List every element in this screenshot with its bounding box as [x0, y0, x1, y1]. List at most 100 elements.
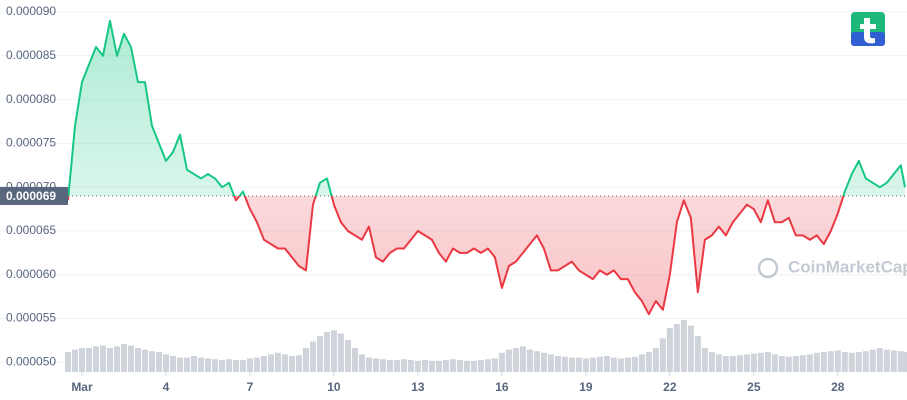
volume-bar [792, 356, 799, 372]
volume-bar [400, 359, 407, 372]
volume-bar [386, 360, 393, 372]
volume-bar [902, 352, 907, 372]
volume-bar [365, 357, 372, 372]
volume-bar [841, 352, 848, 372]
area-up [68, 20, 905, 196]
volume-bar [351, 348, 358, 372]
volume-bar [267, 354, 274, 372]
volume-bar [113, 346, 120, 372]
volume-bar [407, 360, 414, 372]
x-tick-label: Mar [71, 380, 93, 394]
volume-bar [498, 352, 505, 372]
volume-bar [715, 354, 722, 372]
price-line-up [67, 19, 906, 196]
volume-bar [225, 359, 232, 372]
volume-bar [680, 320, 687, 372]
x-tick-label: 7 [247, 380, 254, 394]
volume-bar [442, 360, 449, 372]
volume-bar [547, 354, 554, 372]
y-tick-label: 0.000075 [6, 136, 56, 150]
volume-bar [316, 336, 323, 372]
x-tick-label: 25 [747, 380, 761, 394]
volume-bar [694, 336, 701, 372]
volume-bar [246, 358, 253, 372]
volume-bar [673, 324, 680, 372]
volume-bar [281, 354, 288, 372]
volume-bar [554, 356, 561, 372]
volume-bar [589, 357, 596, 372]
volume-bar [148, 351, 155, 372]
volume-bar [603, 356, 610, 372]
volume-bar [890, 350, 897, 372]
volume-bar [253, 357, 260, 372]
volume-bar [344, 340, 351, 372]
volume-bar [211, 359, 218, 372]
volume-bar [617, 358, 624, 372]
volume-bar [575, 357, 582, 372]
volume-bar [169, 356, 176, 372]
volume-bar [162, 354, 169, 372]
volume-bar [183, 357, 190, 372]
volume-bar [505, 349, 512, 372]
volume-bar [582, 358, 589, 372]
volume-bar [869, 349, 876, 372]
volume-bar [78, 348, 85, 372]
volume-bar [302, 348, 309, 372]
volume-bar [127, 345, 134, 372]
volume-bar [190, 356, 197, 372]
volume-bar [204, 358, 211, 372]
price-line-down [67, 195, 845, 316]
volume-bar [533, 351, 540, 372]
volume-bar [456, 360, 463, 372]
volume-bar [106, 348, 113, 372]
volume-bar [358, 354, 365, 372]
volume-bar [379, 359, 386, 372]
volume-bar [743, 354, 750, 372]
volume-bar [323, 332, 330, 372]
volume-bar [337, 333, 344, 372]
volume-bar [638, 354, 645, 372]
volume-bar [813, 352, 820, 372]
volume-bar [722, 356, 729, 372]
volume-bar [428, 360, 435, 372]
x-tick-label: 28 [831, 380, 845, 394]
volume-bar [470, 360, 477, 372]
volume-bar [330, 330, 337, 372]
volume-bar [624, 357, 631, 372]
volume-bar [862, 351, 869, 372]
volume-bar [806, 354, 813, 372]
volume-bar [218, 360, 225, 372]
volume-bar [519, 346, 526, 372]
volume-bar [785, 356, 792, 372]
y-tick-label: 0.000050 [6, 355, 56, 369]
volume-bar [799, 355, 806, 372]
volume-bar [631, 356, 638, 372]
volume-bar [393, 360, 400, 372]
watermark: CoinMarketCap [788, 257, 907, 276]
watermark-icon [757, 257, 779, 279]
volume-bar [372, 358, 379, 372]
x-tick-label: 22 [663, 380, 677, 394]
volume-bar [463, 360, 470, 372]
volume-bar [120, 344, 127, 372]
volume-bar [449, 359, 456, 372]
volume-bar [295, 355, 302, 372]
volume-bar [568, 357, 575, 372]
volume-bar [309, 341, 316, 372]
volume-bar [71, 349, 78, 372]
volume-bar [659, 338, 666, 372]
volume-bar [666, 328, 673, 372]
volume-bar [99, 345, 106, 372]
x-tick-label: 10 [327, 380, 341, 394]
volume-bar [750, 353, 757, 372]
volume-bar [260, 356, 267, 372]
volume-bar [771, 354, 778, 372]
volume-bar [176, 357, 183, 372]
volume-bar [645, 352, 652, 372]
volume-bar [421, 360, 428, 372]
volume-bar [610, 357, 617, 372]
volume-bar [820, 352, 827, 372]
y-tick-label: 0.000090 [6, 4, 56, 18]
volume-bar [764, 352, 771, 372]
